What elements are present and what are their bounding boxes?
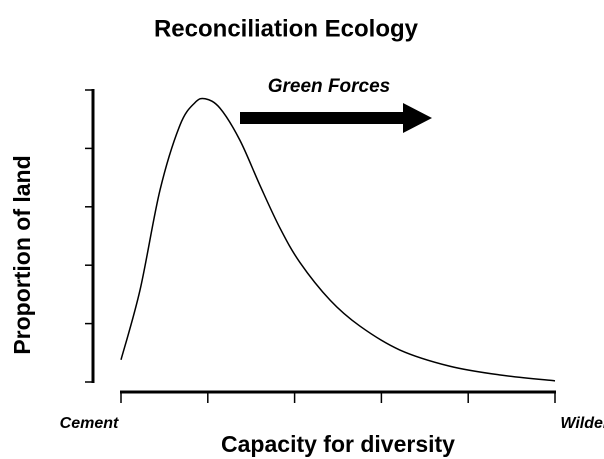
y-axis-label: Proportion of land [9, 155, 35, 354]
x-end-label: Wilderness [560, 415, 604, 432]
curve [120, 97, 556, 382]
arrow [240, 103, 432, 133]
annotation: Green Forces [268, 76, 391, 97]
x-end-label: Cement [60, 415, 119, 432]
x-axis-label: Capacity for diversity [221, 431, 455, 457]
chart-title: Reconciliation Ecology [154, 15, 419, 42]
